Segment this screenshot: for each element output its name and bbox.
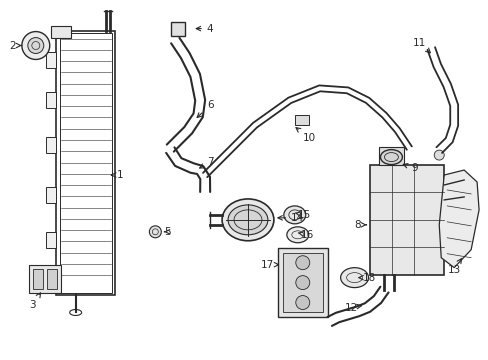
Circle shape [149,226,161,238]
Ellipse shape [340,268,368,288]
Circle shape [295,256,309,270]
Bar [47,269,57,289]
Text: 1: 1 [111,170,123,180]
Text: 18: 18 [358,273,375,283]
Text: 15: 15 [295,210,311,220]
Text: 11: 11 [412,37,429,53]
Bar [369,165,443,275]
Text: 4: 4 [196,24,213,33]
Bar [56,31,115,294]
Ellipse shape [227,205,267,235]
Text: 14: 14 [277,213,304,223]
Text: 8: 8 [353,220,366,230]
Ellipse shape [222,199,273,241]
Text: 16: 16 [298,230,314,240]
Ellipse shape [283,206,305,224]
Text: 17: 17 [261,260,278,270]
Bar [33,269,42,289]
Circle shape [433,150,443,160]
Bar [171,22,185,36]
Ellipse shape [380,150,402,165]
Polygon shape [438,170,478,268]
Bar [29,265,61,293]
Bar [294,115,308,125]
Ellipse shape [286,227,308,243]
Bar [379,147,404,165]
Bar [46,187,56,203]
Circle shape [22,32,50,59]
Text: 10: 10 [295,128,316,143]
Bar [282,253,322,312]
Text: 9: 9 [403,163,417,173]
Text: 3: 3 [29,293,41,310]
Text: 13: 13 [447,259,461,275]
Circle shape [28,37,44,54]
Text: 5: 5 [163,227,170,237]
Bar [46,137,56,153]
Circle shape [295,296,309,310]
Bar [51,26,71,37]
Bar [46,92,56,108]
Bar [277,248,327,318]
Bar [46,53,56,68]
Text: 12: 12 [344,302,361,312]
Text: 6: 6 [197,100,213,117]
Text: 7: 7 [199,157,213,168]
Text: 2: 2 [10,41,22,50]
Bar [60,32,111,293]
Circle shape [295,276,309,289]
Bar [46,232,56,248]
